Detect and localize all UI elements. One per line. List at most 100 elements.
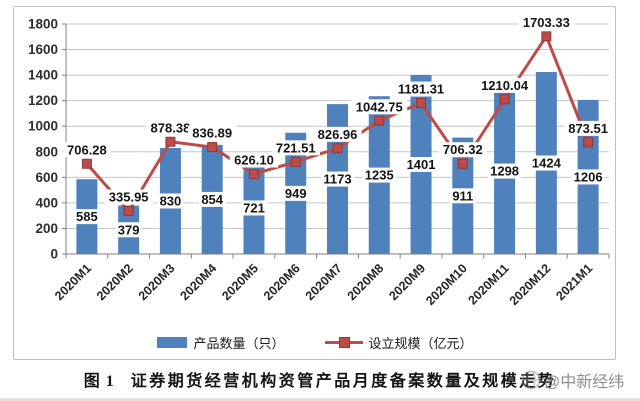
line-label: 626.10 [234, 152, 274, 167]
line-marker [290, 156, 301, 167]
line-label: 1042.75 [356, 99, 403, 114]
figure-caption: 图 1 证券期货经营机构资管产品月度备案数量及规模走势 [0, 367, 640, 391]
line-marker [541, 31, 552, 42]
line-label: 335.95 [109, 190, 149, 205]
legend-item-bar: 产品数量（只） [157, 333, 285, 352]
x-tick-label: 2020M9 [386, 261, 428, 303]
line-label: 826.96 [318, 127, 358, 142]
line-label-bg [438, 142, 488, 158]
line-marker [207, 142, 218, 153]
line-marker [457, 158, 468, 169]
bar-label-bg [115, 222, 142, 238]
watermark-text: @中新经纬 [544, 374, 625, 391]
y-tick-label: 200 [35, 221, 58, 236]
y-tick-label: 800 [35, 144, 58, 159]
line-swatch-marker [338, 337, 350, 348]
line-label: 1703.33 [523, 15, 570, 30]
x-tick-label: 2020M2 [94, 261, 136, 303]
bar-label: 1173 [323, 172, 351, 187]
bar-label-bg [282, 185, 309, 201]
line-marker [416, 98, 427, 109]
bar-label: 1298 [490, 164, 519, 179]
bar-label-bg [362, 167, 397, 183]
line-label-bg [229, 152, 279, 168]
bar-label-bg [571, 169, 605, 185]
bar-series-swatch [157, 336, 188, 348]
x-tick-label: 2020M6 [261, 261, 303, 303]
line-marker [374, 115, 385, 126]
line-label-bg [476, 77, 533, 93]
bar-label: 854 [201, 192, 223, 207]
y-tick-label: 600 [35, 170, 58, 185]
line-label-bg [351, 99, 408, 115]
x-tick-label: 2020M1 [52, 261, 94, 303]
bar-label-bg [449, 188, 476, 204]
y-tick-label: 1600 [28, 42, 58, 57]
bar-label: 1206 [574, 169, 603, 184]
line-label: 878.38 [151, 120, 191, 135]
line-label: 836.89 [192, 126, 232, 141]
y-tick-label: 400 [35, 195, 58, 210]
legend-item-line: 设立规模（亿元） [324, 333, 473, 352]
watermark: @中新经纬 [521, 368, 624, 392]
line-marker [583, 137, 594, 148]
line-label: 706.32 [443, 142, 483, 157]
bar-label-bg [487, 163, 522, 179]
line-label-bg [393, 81, 449, 97]
y-tick-label: 1800 [28, 17, 58, 32]
y-tick-label: 1200 [28, 93, 58, 108]
globe-icon [521, 370, 541, 390]
x-tick-label: 2020M5 [219, 261, 261, 303]
y-tick-label: 0 [50, 247, 58, 262]
x-tick-label: 2021M1 [553, 261, 595, 303]
figure-title: 证券期货经营机构资管产品月度备案数量及规模走势 [130, 373, 557, 390]
line-label: 873.51 [568, 121, 608, 136]
line-series-swatch [324, 336, 363, 348]
line-label-bg [104, 189, 153, 205]
chart-frame: 0 200 400 600 800 1000 1200 1400 1600 1800 2020M1 2… [13, 6, 616, 360]
bar-label: 585 [76, 209, 98, 224]
x-tick-label: 2020M3 [136, 261, 178, 303]
line-label: 706.28 [67, 142, 107, 157]
line-marker [123, 206, 134, 217]
bar-label-bg [199, 191, 226, 207]
x-tick-label: 2020M4 [177, 261, 219, 303]
bar-label: 1424 [532, 156, 562, 171]
line-label-bg [313, 126, 362, 142]
bar-label: 379 [118, 222, 140, 237]
legend-bar-label: 产品数量（只） [193, 335, 285, 351]
figure-number: 图 1 [83, 373, 115, 390]
line-marker [248, 168, 259, 179]
bar-label: 721 [243, 200, 265, 215]
x-tick-label: 2020M8 [345, 261, 387, 303]
y-tick-label: 1400 [28, 68, 58, 83]
line-label: 1210.04 [481, 78, 529, 93]
legend-line-label: 设立规模（亿元） [368, 335, 473, 351]
bottom-divider [0, 398, 640, 401]
line-marker [165, 136, 176, 147]
line-label: 721.51 [276, 140, 316, 155]
bar-label: 830 [160, 193, 182, 208]
bar-label-bg [73, 209, 100, 225]
line-marker [332, 143, 343, 154]
bar-label-bg [529, 155, 564, 171]
x-tick-label: 2020M11 [465, 261, 511, 307]
bar-label: 1401 [407, 157, 436, 172]
bar-label: 911 [452, 188, 473, 203]
x-tick-label: 2020M10 [423, 261, 470, 308]
bar-label-bg [404, 156, 438, 172]
line-label-bg [271, 140, 320, 156]
line-marker [499, 94, 510, 105]
line-label-bg [62, 142, 112, 158]
x-tick-label: 2020M7 [303, 261, 345, 303]
x-tick-label: 2020M12 [507, 261, 554, 308]
line-label-bg [187, 125, 237, 141]
line-label-bg [563, 120, 613, 136]
line-label-bg [518, 14, 575, 30]
bar-label: 949 [285, 186, 307, 201]
y-tick-label: 1000 [28, 119, 58, 134]
line-marker [81, 158, 92, 169]
bar-label-bg [240, 200, 268, 216]
